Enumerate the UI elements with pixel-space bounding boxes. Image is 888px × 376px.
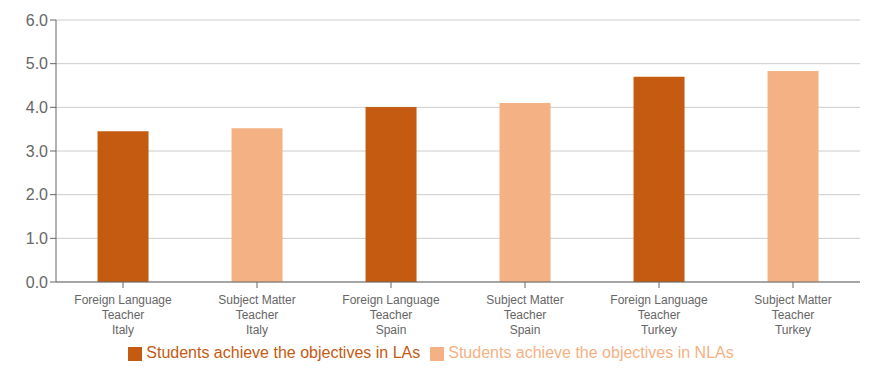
svg-text:2.0: 2.0 [26, 186, 48, 203]
svg-text:Foreign LanguageTeacherSpain: Foreign LanguageTeacherSpain [342, 293, 440, 337]
svg-text:Subject MatterTeacherTurkey: Subject MatterTeacherTurkey [754, 293, 831, 337]
svg-text:Foreign LanguageTeacherTurkey: Foreign LanguageTeacherTurkey [610, 293, 708, 337]
svg-text:3.0: 3.0 [26, 143, 48, 160]
svg-text:Subject MatterTeacherItaly: Subject MatterTeacherItaly [218, 293, 295, 337]
svg-text:Foreign LanguageTeacherItaly: Foreign LanguageTeacherItaly [74, 293, 172, 337]
svg-text:5.0: 5.0 [26, 55, 48, 72]
svg-text:6.0: 6.0 [26, 12, 48, 29]
html-text:Students achieve the objective: Students achieve the objectives in LAs [146, 344, 421, 361]
svg-text:1.0: 1.0 [26, 230, 48, 247]
svg-text:Subject MatterTeacherSpain: Subject MatterTeacherSpain [486, 293, 563, 337]
svg-text:4.0: 4.0 [26, 99, 48, 116]
html-text:Students achieve the objective: Students achieve the objectives in NLAs [448, 344, 734, 361]
svg-text:0.0: 0.0 [26, 274, 48, 291]
